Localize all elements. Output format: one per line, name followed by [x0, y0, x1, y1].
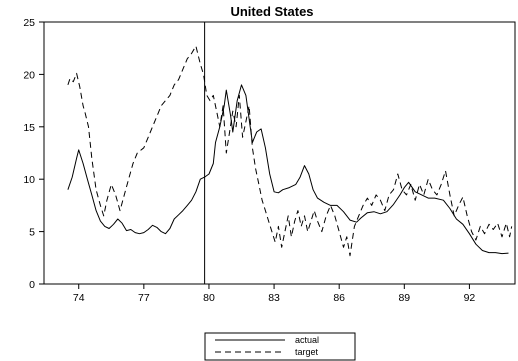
x-tick-label: 86 — [333, 292, 345, 304]
y-tick-label: 15 — [23, 122, 35, 134]
plot-frame — [43, 21, 516, 285]
legend: actual target — [204, 332, 356, 361]
y-tick-label: 0 — [29, 279, 35, 291]
legend-label-target: target — [295, 347, 319, 357]
x-tick-label: 74 — [73, 292, 85, 304]
x-tick-label: 83 — [268, 292, 280, 304]
y-tick-label: 20 — [23, 69, 35, 81]
series-line-actual — [67, 84, 509, 255]
legend-label-actual: actual — [295, 335, 319, 345]
x-tick-label: 89 — [398, 292, 410, 304]
plot-area: 0 5 10 15 20 25 74 77 80 83 86 89 92 — [23, 17, 516, 304]
x-tick-label: 77 — [138, 292, 150, 304]
x-tick-label: 92 — [464, 292, 476, 304]
y-tick-label: 5 — [29, 227, 35, 239]
legend-box — [204, 332, 356, 361]
chart-title: United States — [230, 4, 313, 19]
series-line-target — [67, 45, 513, 257]
y-tick-label: 10 — [23, 174, 35, 186]
y-tick-label: 25 — [23, 17, 35, 29]
x-tick-label: 80 — [203, 292, 215, 304]
